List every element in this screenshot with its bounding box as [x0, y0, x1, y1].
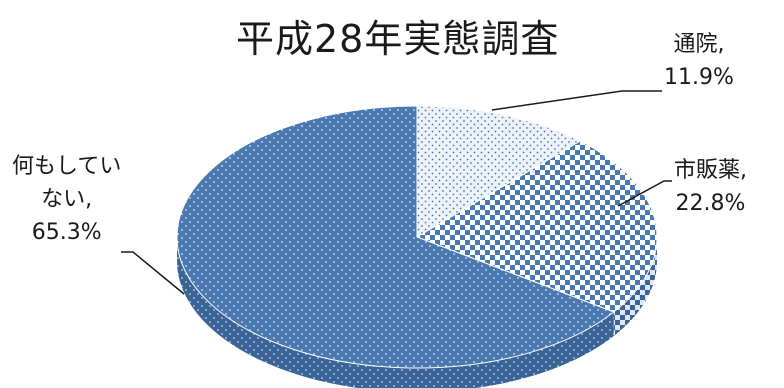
slice-side-shihanyaku [613, 237, 657, 336]
slice-label-shihanyaku: 市販薬, 22.8% [674, 158, 747, 216]
slice-nanimo [176, 105, 615, 369]
pie-side-group [177, 237, 657, 388]
leader-line-shihanyaku [617, 180, 672, 207]
leader-lines [121, 90, 672, 295]
slice-shihanyaku [415, 140, 658, 313]
leader-line-nanimo [121, 251, 185, 295]
slice-label-tsuin: 通院, 11.9% [664, 32, 734, 90]
pie-top-group [176, 105, 658, 369]
slice-label-nanimo: 何もしてい ない, 65.3% [12, 154, 122, 245]
chart-title: 平成28年実態調査 [236, 17, 560, 61]
leader-line-tsuin [491, 90, 662, 111]
slice-tsuin [416, 105, 582, 238]
slice-side-nanimo [177, 237, 614, 388]
